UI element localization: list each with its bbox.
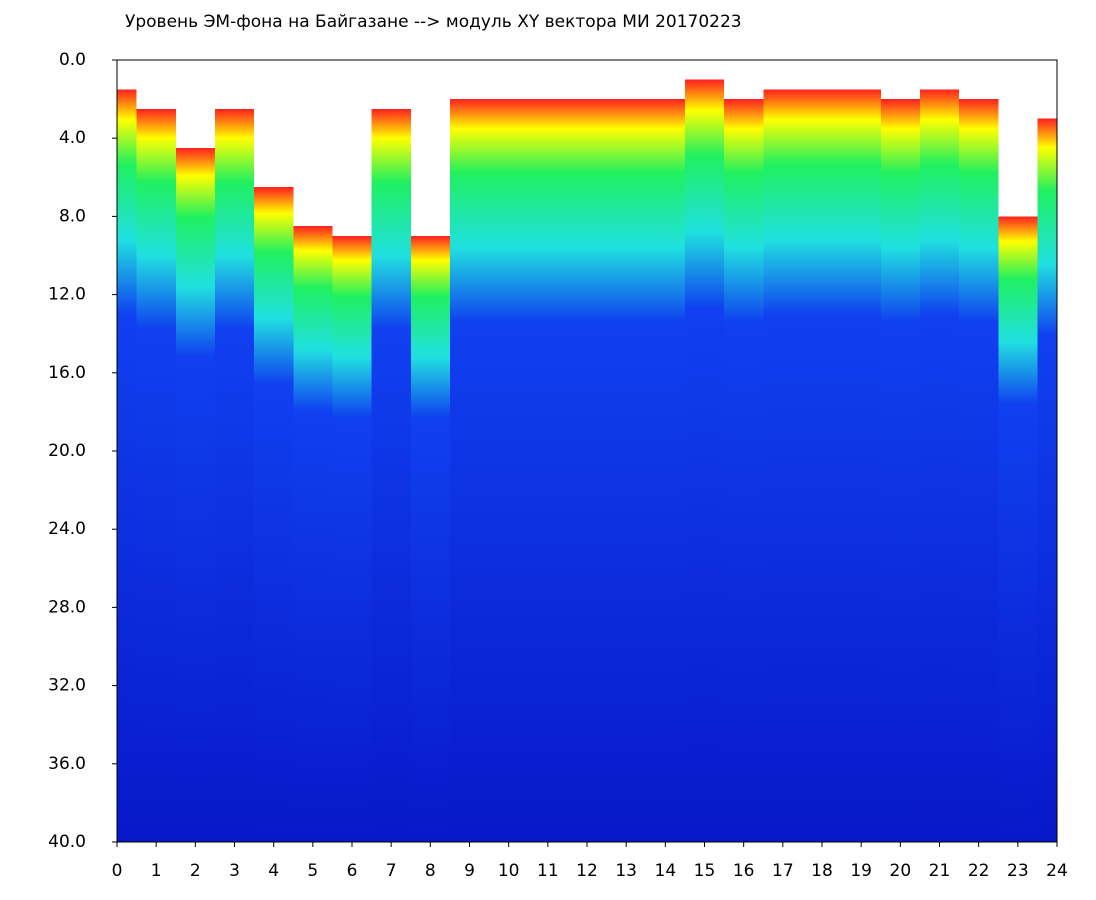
y-tick-label: 8.0 xyxy=(59,206,86,226)
spectrum-column xyxy=(645,99,685,843)
y-tick-label: 20.0 xyxy=(48,441,86,461)
x-tick-label: 4 xyxy=(268,861,279,881)
x-tick-label: 22 xyxy=(968,861,990,881)
x-tick-label: 1 xyxy=(151,861,162,881)
chart-title: Уровень ЭМ-фона на Байгазане --> модуль … xyxy=(125,12,742,32)
spectrum-column xyxy=(254,187,294,842)
spectrum-column xyxy=(449,99,490,843)
spectrum-column xyxy=(175,147,215,843)
spectrum-column xyxy=(332,235,372,842)
spectrum-column xyxy=(998,216,1038,842)
y-tick-label: 40.0 xyxy=(48,832,86,852)
x-tick-label: 8 xyxy=(425,861,436,881)
y-tick-label: 36.0 xyxy=(48,754,86,774)
y-tick-label: 16.0 xyxy=(48,363,86,383)
spectrum-column xyxy=(293,226,333,843)
spectrum-column xyxy=(880,99,920,843)
spectrum-column xyxy=(117,89,137,842)
spectrum-column xyxy=(136,108,176,842)
spectrum-column xyxy=(567,99,607,843)
spectrum-column xyxy=(489,99,529,843)
y-tick-label: 32.0 xyxy=(48,676,86,696)
x-tick-label: 6 xyxy=(347,861,358,881)
x-tick-label: 0 xyxy=(112,861,123,881)
x-tick-label: 5 xyxy=(307,861,318,881)
y-tick-label: 12.0 xyxy=(48,285,86,305)
x-tick-label: 2 xyxy=(190,861,201,881)
x-tick-label: 16 xyxy=(733,861,755,881)
x-tick-label: 21 xyxy=(929,861,951,881)
spectrum-column xyxy=(919,89,960,842)
spectrum-column xyxy=(371,108,411,842)
x-tick-label: 19 xyxy=(850,861,872,881)
x-tick-label: 7 xyxy=(386,861,397,881)
x-tick-label: 13 xyxy=(615,861,637,881)
x-tick-label: 3 xyxy=(229,861,240,881)
x-tick-label: 23 xyxy=(1007,861,1029,881)
spectrum-column xyxy=(841,89,881,842)
x-tick-label: 10 xyxy=(498,861,520,881)
x-tick-label: 15 xyxy=(694,861,716,881)
spectrum-column xyxy=(763,89,803,842)
x-tick-label: 17 xyxy=(772,861,794,881)
spectrum-column xyxy=(606,99,646,843)
y-tick-label: 4.0 xyxy=(59,128,86,148)
y-tick-label: 24.0 xyxy=(48,519,86,539)
y-tick-label: 28.0 xyxy=(48,597,86,617)
spectrum-column xyxy=(959,99,999,843)
y-tick-label: 0.0 xyxy=(59,50,86,70)
spectrum-column xyxy=(724,99,764,843)
spectrum-column xyxy=(214,108,255,842)
spectrum-column xyxy=(410,235,450,842)
spectrum-column xyxy=(684,79,725,843)
spectrum-column xyxy=(802,89,842,842)
spectrum-column xyxy=(1037,118,1057,842)
x-tick-label: 14 xyxy=(655,861,677,881)
spectrum-column xyxy=(528,99,568,843)
x-tick-label: 24 xyxy=(1046,861,1068,881)
x-tick-label: 11 xyxy=(537,861,559,881)
x-tick-label: 9 xyxy=(464,861,475,881)
x-tick-label: 12 xyxy=(576,861,598,881)
x-tick-label: 18 xyxy=(811,861,833,881)
x-tick-label: 20 xyxy=(890,861,912,881)
